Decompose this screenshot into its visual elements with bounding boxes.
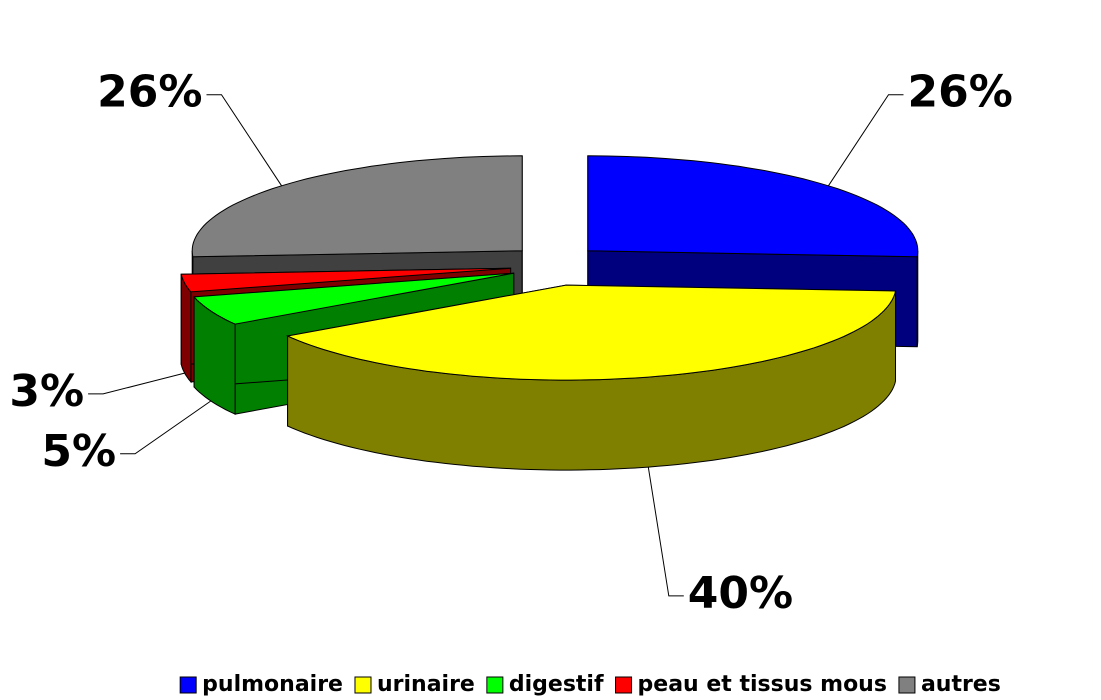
- legend-label: pulmonaire: [202, 672, 343, 697]
- leader-line: [827, 94, 904, 187]
- legend-label: peau et tissus mous: [638, 672, 887, 697]
- legend-label: autres: [921, 672, 1001, 697]
- slice: [285, 284, 897, 381]
- legend-label: urinaire: [377, 672, 475, 697]
- legend-swatch: [179, 676, 197, 694]
- legend-swatch: [615, 676, 633, 694]
- legend-swatch: [486, 676, 504, 694]
- slice: [191, 155, 523, 258]
- data-label: 40%: [688, 568, 793, 619]
- data-label: 5%: [41, 426, 116, 477]
- legend-swatch: [354, 676, 372, 694]
- leader-line: [206, 94, 283, 187]
- leader-line: [647, 467, 684, 597]
- leader-line: [88, 372, 185, 395]
- pie: [180, 155, 919, 471]
- slice-wall: [916, 250, 919, 347]
- slice: [193, 272, 514, 325]
- slice: [587, 155, 919, 258]
- legend-swatch: [898, 676, 916, 694]
- data-label: 26%: [908, 67, 1013, 118]
- legend-label: digestif: [509, 672, 604, 697]
- data-label: 3%: [9, 366, 84, 417]
- leader-line: [120, 400, 212, 455]
- data-label: 26%: [97, 67, 202, 118]
- slice: [180, 267, 511, 293]
- legend: pulmonaire urinaire digestif peau et tissus…: [179, 672, 1001, 697]
